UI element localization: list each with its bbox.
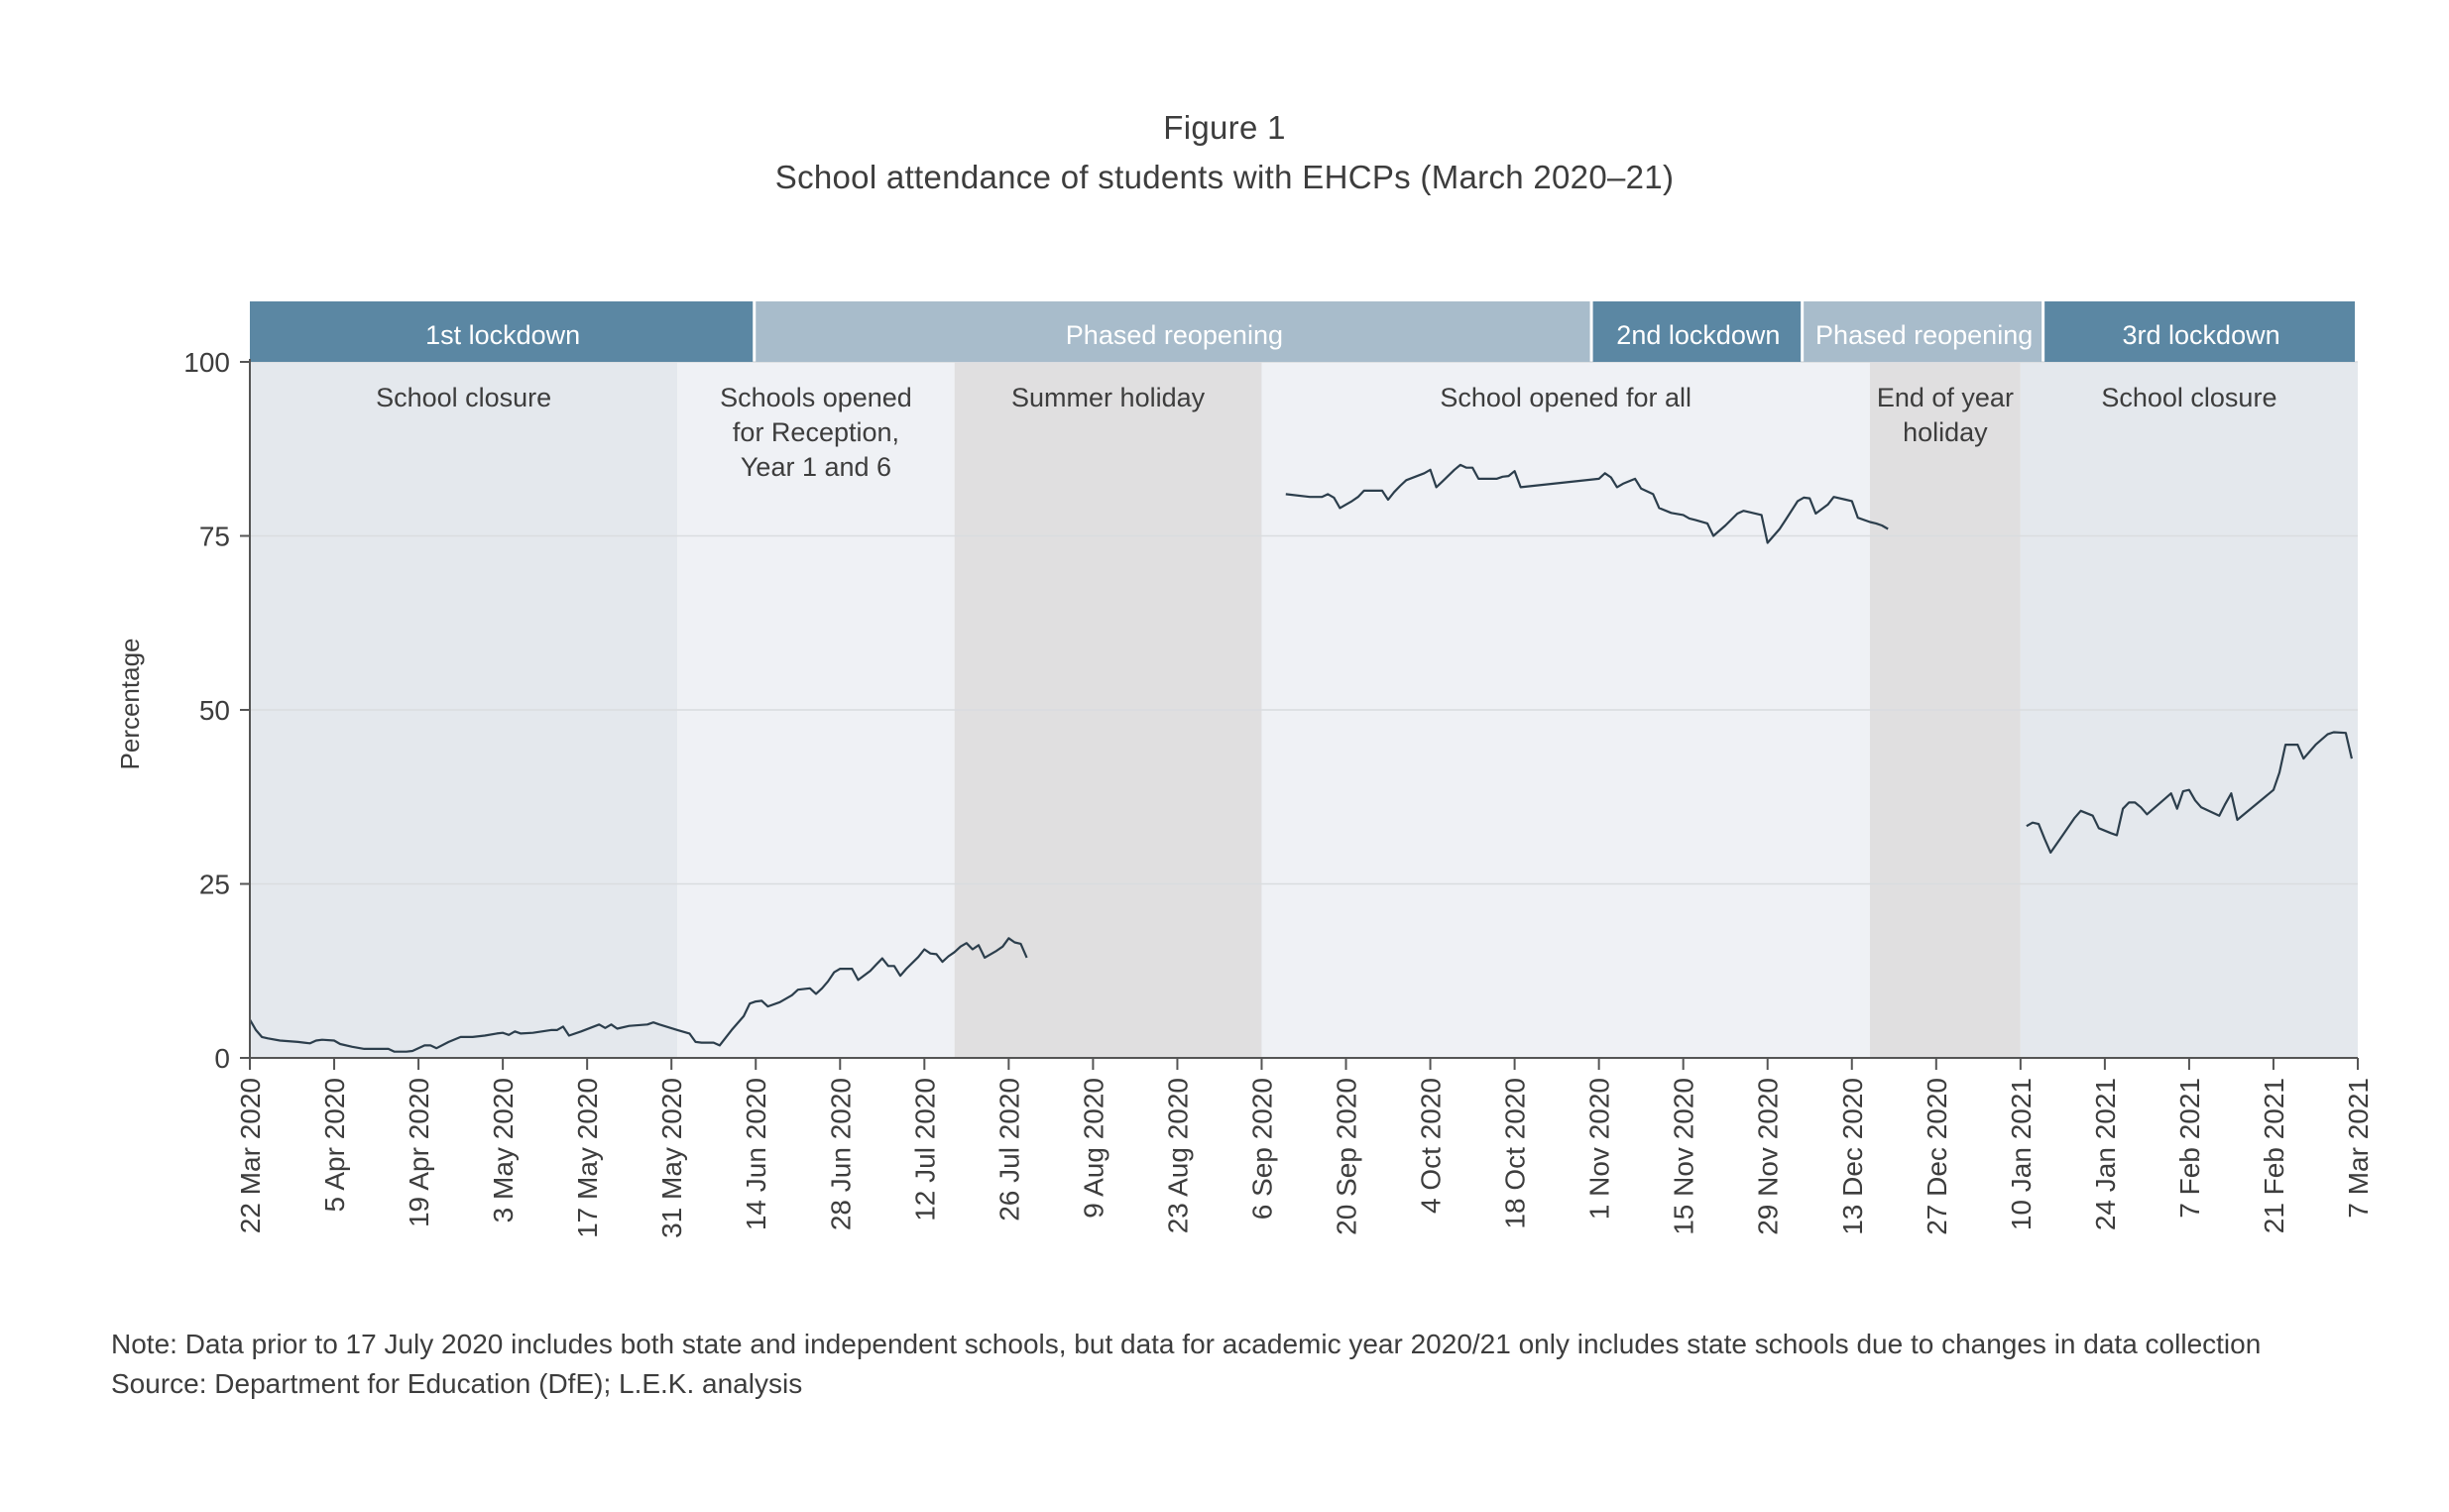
series-0-segment-0 <box>249 937 1028 1053</box>
x-tick-label-0: 22 Mar 2020 <box>235 1078 266 1233</box>
x-tick-label-9: 26 Jul 2020 <box>993 1078 1024 1221</box>
x-tick-label-19: 13 Dec 2020 <box>1837 1078 1868 1235</box>
banner-2 <box>1592 301 1802 362</box>
banner-1 <box>756 301 1590 362</box>
banner-label-1: Phased reopening <box>1066 320 1283 350</box>
chart-source: Source: Department for Education (DfE); … <box>111 1368 803 1399</box>
x-tick-label-12: 6 Sep 2020 <box>1246 1078 1277 1220</box>
x-tick-label-8: 12 Jul 2020 <box>909 1078 940 1221</box>
banner-label-2: 2nd lockdown <box>1616 320 1780 350</box>
y-tick-label-0: 0 <box>214 1043 230 1074</box>
phase-banners: 1st lockdown Phased reopening 2nd lockdown… <box>250 301 2355 362</box>
period-label-4: End of year holiday <box>1877 383 2014 447</box>
x-tick-label-25: 7 Mar 2021 <box>2343 1078 2374 1219</box>
x-tick-label-15: 18 Oct 2020 <box>1500 1078 1531 1229</box>
x-tick-label-5: 31 May 2020 <box>656 1078 687 1238</box>
x-tick-label-3: 3 May 2020 <box>488 1078 519 1222</box>
y-axis-label: Percentage <box>115 639 145 770</box>
x-tick-label-24: 21 Feb 2021 <box>2259 1078 2289 1233</box>
x-tick-label-2: 19 Apr 2020 <box>404 1078 434 1227</box>
x-axis-ticks: 22 Mar 2020 5 Apr 2020 19 Apr 2020 3 May 20… <box>235 1058 2374 1238</box>
banner-0 <box>250 301 754 362</box>
period-labels: School closure Schools opened for Receptio… <box>376 383 2276 482</box>
figure-number: Figure 1 <box>1163 109 1286 146</box>
attendance-line <box>249 463 2353 1053</box>
series-0-segment-1 <box>1285 463 1889 544</box>
x-tick-label-16: 1 Nov 2020 <box>1584 1078 1615 1220</box>
banner-3 <box>1804 301 2042 362</box>
y-axis-ticks: 0 25 50 75 100 <box>183 347 250 1074</box>
y-tick-label-75: 75 <box>199 522 230 552</box>
period-label-5: School closure <box>2101 383 2276 412</box>
banner-label-3: Phased reopening <box>1815 320 2033 350</box>
x-tick-label-20: 27 Dec 2020 <box>1922 1078 1952 1235</box>
x-tick-label-14: 4 Oct 2020 <box>1416 1078 1447 1214</box>
series-0-segment-2 <box>2026 731 2353 855</box>
x-tick-label-17: 15 Nov 2020 <box>1669 1078 1699 1235</box>
x-tick-label-4: 17 May 2020 <box>572 1078 603 1238</box>
x-tick-label-21: 10 Jan 2021 <box>2006 1078 2037 1230</box>
axes <box>249 359 2358 1059</box>
chart-note: Note: Data prior to 17 July 2020 include… <box>111 1329 2262 1359</box>
x-tick-label-13: 20 Sep 2020 <box>1332 1078 1362 1235</box>
x-tick-label-23: 7 Feb 2021 <box>2174 1078 2205 1219</box>
y-tick-label-100: 100 <box>183 347 230 378</box>
x-tick-label-22: 24 Jan 2021 <box>2090 1078 2121 1230</box>
period-label-2: Summer holiday <box>1011 383 1206 412</box>
x-tick-label-7: 28 Jun 2020 <box>825 1078 856 1230</box>
period-label-1: Schools opened for Reception, Year 1 and 6 <box>720 383 912 482</box>
banner-4 <box>2044 301 2355 362</box>
period-label-0: School closure <box>376 383 551 412</box>
y-tick-label-25: 25 <box>199 870 230 900</box>
banner-label-0: 1st lockdown <box>425 320 580 350</box>
period-label-3: School opened for all <box>1440 383 1691 412</box>
chart-title: School attendance of students with EHCPs… <box>774 159 1675 195</box>
x-tick-label-11: 23 Aug 2020 <box>1162 1078 1193 1233</box>
x-tick-label-1: 5 Apr 2020 <box>319 1078 350 1212</box>
banner-label-4: 3rd lockdown <box>2123 320 2280 350</box>
x-tick-label-6: 14 Jun 2020 <box>741 1078 771 1230</box>
x-tick-label-10: 9 Aug 2020 <box>1078 1078 1108 1219</box>
x-tick-label-18: 29 Nov 2020 <box>1753 1078 1784 1235</box>
y-tick-label-50: 50 <box>199 695 230 726</box>
